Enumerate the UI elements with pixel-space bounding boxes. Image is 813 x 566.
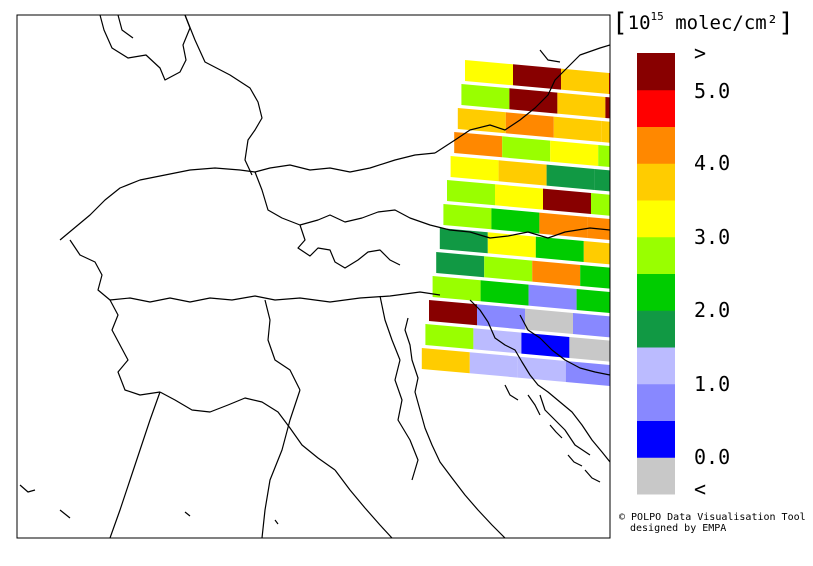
swath-pixel bbox=[465, 60, 513, 86]
swath-pixel bbox=[487, 232, 536, 258]
colorbar-swatch bbox=[637, 347, 675, 385]
swath-pixel bbox=[495, 184, 543, 210]
colorbar-swatch bbox=[637, 310, 675, 348]
colorbar-swatch bbox=[637, 163, 675, 201]
swath-pixel bbox=[505, 112, 554, 138]
colorbar-swatch bbox=[637, 200, 675, 238]
swath-pixel bbox=[532, 260, 581, 286]
colorbar-swatch bbox=[637, 420, 675, 458]
swath-pixel bbox=[443, 204, 492, 230]
colorbar-swatch bbox=[637, 273, 675, 311]
swath-pixel bbox=[513, 64, 561, 90]
satellite-swath bbox=[421, 60, 610, 386]
legend-title-exponent: 15 bbox=[650, 9, 664, 23]
credit-line-2: designed by EMPA bbox=[630, 523, 727, 534]
swath-pixel bbox=[594, 169, 610, 192]
legend-title-base: 10 bbox=[627, 12, 651, 34]
swath-pixel bbox=[484, 256, 533, 282]
swath-pixel bbox=[557, 92, 606, 118]
swath-pixel bbox=[605, 97, 610, 119]
swath-pixel bbox=[539, 212, 588, 238]
legend-label-4: 4.0 bbox=[694, 151, 731, 175]
credit-line-1: © POLPO Data Visualisation Tool bbox=[619, 512, 806, 523]
swath-pixel bbox=[469, 352, 518, 378]
swath-pixel bbox=[576, 289, 610, 313]
swath-pixel bbox=[436, 252, 485, 278]
swath-pixel bbox=[580, 265, 610, 289]
coastlines-and-borders bbox=[19, 15, 610, 538]
colorbar-swatch bbox=[637, 457, 675, 495]
swath-pixel bbox=[573, 313, 610, 338]
swath-pixel bbox=[569, 337, 610, 362]
legend-label-1: 1.0 bbox=[694, 372, 731, 396]
swath-pixel bbox=[502, 136, 551, 162]
map-frame bbox=[16, 14, 611, 539]
swath-pixel bbox=[480, 280, 529, 306]
swath-pixel bbox=[447, 180, 495, 206]
colorbar bbox=[637, 53, 675, 495]
colorbar-swatch bbox=[637, 89, 675, 127]
legend-label-above: > bbox=[694, 41, 707, 65]
legend-label-3: 3.0 bbox=[694, 225, 731, 249]
swath-pixel bbox=[528, 284, 577, 310]
swath-pixel bbox=[491, 208, 540, 234]
swath-pixel bbox=[583, 241, 610, 265]
swath-pixel bbox=[553, 116, 602, 142]
colorbar-swatch bbox=[637, 383, 675, 421]
swath-pixel bbox=[561, 68, 609, 94]
legend-title-open-bracket: [ bbox=[612, 8, 628, 38]
swath-pixel bbox=[517, 356, 566, 382]
legend-title-unit: molec/cm² bbox=[663, 12, 779, 34]
swath-pixel bbox=[598, 145, 610, 168]
swath-pixel bbox=[454, 132, 503, 158]
swath-pixel bbox=[498, 160, 547, 186]
swath-pixel bbox=[601, 121, 610, 143]
legend-title-close-bracket: ] bbox=[778, 8, 794, 38]
colorbar-swatch bbox=[637, 53, 675, 91]
swath-pixel bbox=[587, 217, 610, 241]
legend-label-2: 2.0 bbox=[694, 298, 731, 322]
swath-pixel bbox=[543, 188, 591, 214]
swath-pixel bbox=[591, 193, 610, 216]
swath-pixel bbox=[457, 108, 506, 134]
swath-pixel bbox=[509, 88, 558, 114]
swath-pixel bbox=[429, 300, 477, 326]
swath-pixel bbox=[546, 164, 595, 190]
swath-pixel bbox=[535, 236, 584, 262]
swath-pixel bbox=[461, 84, 510, 110]
swath-pixel bbox=[450, 156, 499, 182]
colorbar-swatch bbox=[637, 236, 675, 274]
colorbar-swatch bbox=[637, 126, 675, 164]
swath-pixel bbox=[421, 348, 470, 374]
legend-unit-title: [1015 molec/cm²] bbox=[612, 6, 812, 42]
credit-text: © POLPO Data Visualisation Tool designed… bbox=[619, 512, 806, 534]
swath-pixel bbox=[565, 361, 610, 386]
legend-label-5: 5.0 bbox=[694, 79, 731, 103]
swath-pixel bbox=[432, 276, 481, 302]
swath-pixel bbox=[525, 308, 573, 334]
swath-pixel bbox=[425, 324, 474, 350]
legend-label-0: 0.0 bbox=[694, 445, 731, 469]
swath-pixel bbox=[550, 140, 599, 166]
legend-label-below: < bbox=[694, 477, 707, 501]
swath-pixel bbox=[521, 332, 570, 358]
